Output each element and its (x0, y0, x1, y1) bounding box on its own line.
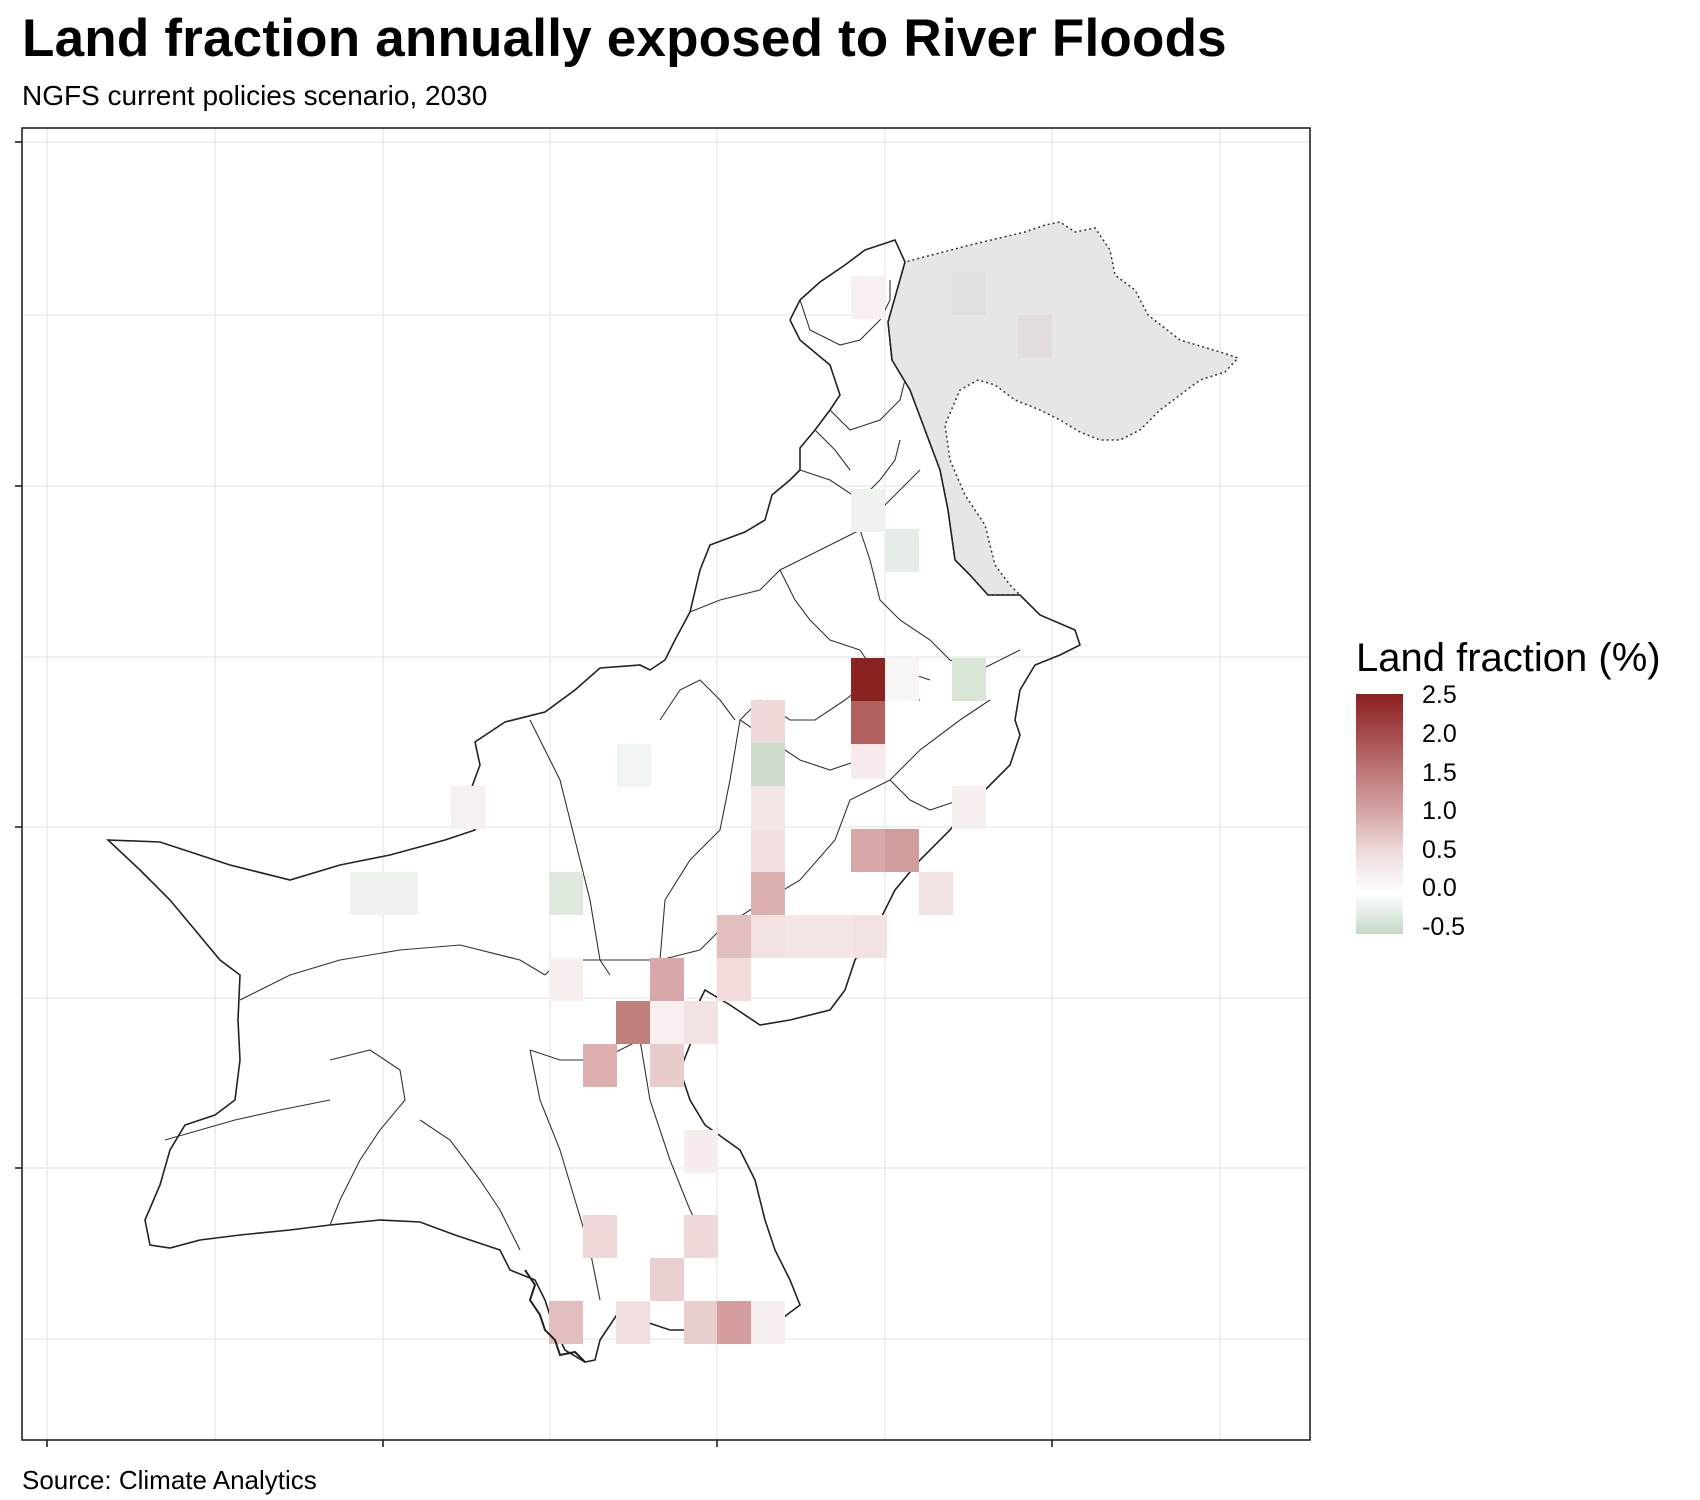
axis-ticks (15, 141, 1053, 1447)
plot-panel (21, 127, 1311, 1441)
legend-label-0.5: 0.5 (1422, 836, 1457, 864)
legend-label-neg-0.5: -0.5 (1422, 913, 1466, 941)
legend-label-2.0: 2.0 (1422, 720, 1457, 748)
legend-label-2.5: 2.5 (1422, 681, 1457, 709)
chart-subtitle: NGFS current policies scenario, 2030 (22, 80, 488, 111)
legend-colorbar (1356, 694, 1403, 934)
country-outline (105, 239, 1081, 1363)
source-caption: Source: Climate Analytics (22, 1465, 317, 1495)
legend-label-1.0: 1.0 (1422, 797, 1457, 825)
disputed-region (887, 221, 1240, 596)
chart-title: Land fraction annually exposed to River … (22, 9, 1227, 68)
legend-label-1.5: 1.5 (1422, 759, 1457, 787)
legend-ticks (1403, 695, 1411, 890)
district-boundaries (164, 280, 1021, 1301)
legend-label-0.0: 0.0 (1422, 874, 1457, 902)
coastline-detail (524, 1269, 586, 1363)
legend-title: Land fraction (%) (1356, 636, 1661, 680)
exposure-cells (350, 272, 1052, 1344)
